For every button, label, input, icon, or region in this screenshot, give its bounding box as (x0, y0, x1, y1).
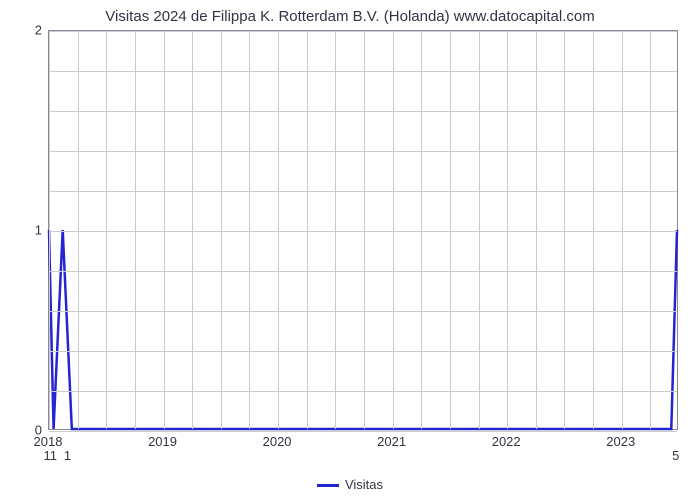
plot-area (48, 30, 678, 430)
line-series (49, 31, 677, 429)
grid-line-vertical (421, 31, 422, 429)
grid-line-vertical (49, 31, 50, 429)
grid-line-vertical (278, 31, 279, 429)
legend-swatch (317, 484, 339, 487)
grid-line-vertical (393, 31, 394, 429)
grid-line-vertical (650, 31, 651, 429)
y-axis-tick-label: 2 (28, 23, 42, 38)
grid-line-vertical (106, 31, 107, 429)
series-line (49, 230, 677, 429)
grid-line-vertical (450, 31, 451, 429)
grid-line-horizontal (49, 191, 677, 192)
grid-line-vertical (564, 31, 565, 429)
grid-line-horizontal (49, 271, 677, 272)
legend: Visitas (0, 477, 700, 492)
grid-line-vertical (78, 31, 79, 429)
grid-line-horizontal (49, 151, 677, 152)
grid-line-horizontal (49, 71, 677, 72)
grid-line-horizontal (49, 31, 677, 32)
grid-line-horizontal (49, 311, 677, 312)
grid-line-vertical (135, 31, 136, 429)
grid-line-vertical (622, 31, 623, 429)
data-point-label: 5 (672, 448, 679, 463)
x-axis-tick-label: 2019 (148, 434, 177, 449)
grid-line-horizontal (49, 391, 677, 392)
grid-line-vertical (164, 31, 165, 429)
x-axis-tick-label: 2021 (377, 434, 406, 449)
grid-line-horizontal (49, 351, 677, 352)
grid-line-horizontal (49, 231, 677, 232)
grid-line-vertical (536, 31, 537, 429)
grid-line-vertical (507, 31, 508, 429)
data-point-label: 1 (64, 448, 71, 463)
x-axis-tick-label: 2020 (263, 434, 292, 449)
grid-line-vertical (335, 31, 336, 429)
grid-line-vertical (221, 31, 222, 429)
x-axis-tick-label: 2023 (606, 434, 635, 449)
chart-container: Visitas 2024 de Filippa K. Rotterdam B.V… (0, 0, 700, 500)
grid-line-vertical (479, 31, 480, 429)
grid-line-horizontal (49, 111, 677, 112)
x-axis-tick-label: 2018 (34, 434, 63, 449)
grid-line-vertical (249, 31, 250, 429)
grid-line-horizontal (49, 431, 677, 432)
x-axis-tick-label: 2022 (492, 434, 521, 449)
y-axis-tick-label: 1 (28, 223, 42, 238)
grid-line-vertical (593, 31, 594, 429)
grid-line-vertical (364, 31, 365, 429)
chart-title: Visitas 2024 de Filippa K. Rotterdam B.V… (0, 8, 700, 25)
grid-line-vertical (307, 31, 308, 429)
data-point-label: 11 (44, 448, 58, 463)
grid-line-vertical (192, 31, 193, 429)
legend-label: Visitas (345, 477, 383, 492)
